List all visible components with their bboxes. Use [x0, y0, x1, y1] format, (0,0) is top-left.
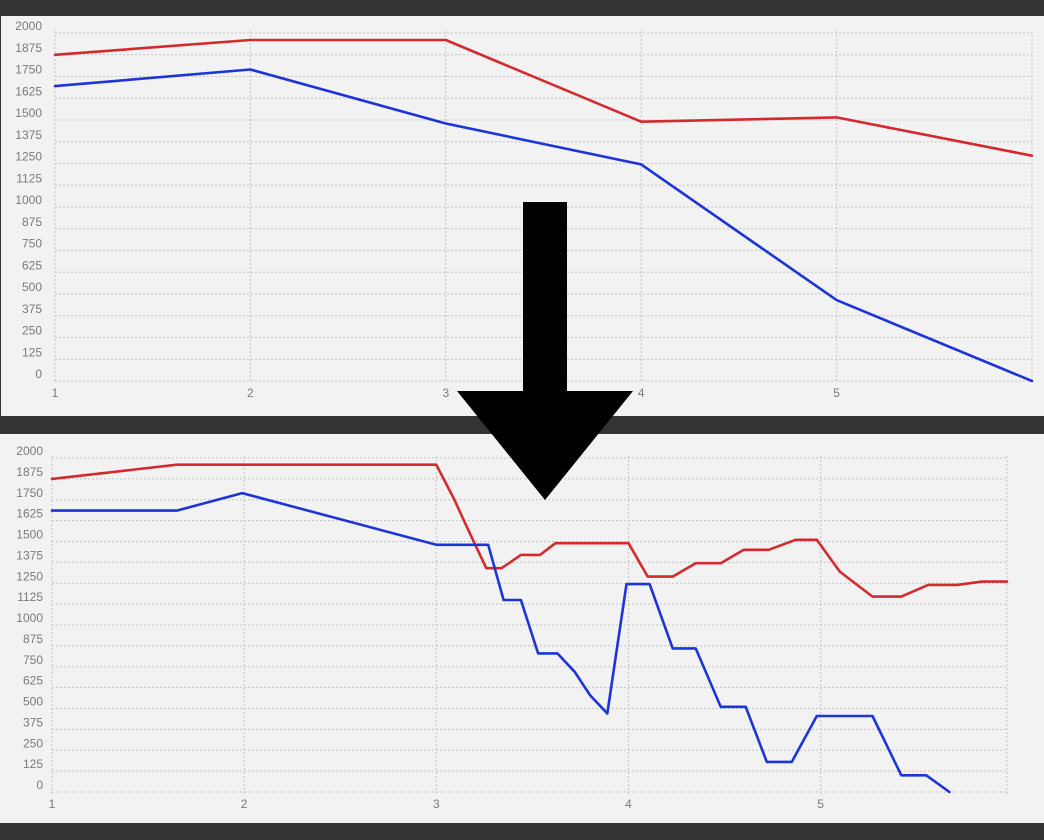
bottom-chart-y-tick-label: 1875: [16, 465, 43, 479]
top-chart-y-tick-label: 1000: [15, 193, 42, 207]
top-chart-y-tick-label: 875: [22, 215, 42, 229]
top-chart-y-tick-label: 1250: [15, 150, 42, 164]
chart-panel-bottom: 0 125 250 375 500 625 750 875 1000 1125 1250 1375 15…: [0, 434, 1044, 823]
top-chart-series-red-line: [53, 38, 1034, 157]
bottom-chart-y-tick-label: 1750: [16, 486, 43, 500]
top-chart-series-blue-line: [53, 68, 1034, 383]
top-chart-y-tick-label: 1375: [15, 128, 42, 142]
bottom-chart-x-tick-label: 5: [817, 797, 824, 811]
top-chart-y-tick-label: 375: [22, 302, 42, 316]
top-chart-y-tick-label: 1875: [15, 41, 42, 55]
top-chart-y-tick-label: 1750: [15, 63, 42, 77]
bottom-chart-x-tick-label: 3: [433, 797, 440, 811]
top-chart-y-tick-label: 0: [35, 367, 42, 381]
bottom-chart-y-tick-label: 2000: [16, 444, 43, 458]
bottom-chart-y-tick-label: 1375: [16, 548, 43, 562]
chart-panel-top: 0 125 250 375 500 625 750 875 1000 1125 1250 1375 15…: [1, 16, 1044, 416]
bottom-chart-series-blue-line: [50, 491, 951, 794]
top-chart-grid: [54, 31, 1033, 383]
top-chart-y-tick-label: 125: [22, 345, 42, 359]
top-chart-y-tick-label: 250: [22, 324, 42, 338]
top-chart-y-tick-label: 1625: [15, 84, 42, 98]
bottom-chart-x-tick-label: 4: [625, 797, 632, 811]
bottom-chart-y-tick-label: 1500: [16, 528, 43, 542]
top-chart-y-tick-label: 625: [22, 258, 42, 272]
bottom-chart-y-tick-label: 0: [36, 778, 43, 792]
top-chart-y-tick-label: 2000: [15, 19, 42, 33]
bottom-chart-y-tick-label: 875: [23, 632, 43, 646]
bottom-chart-y-tick-label: 375: [23, 715, 43, 729]
bottom-chart-y-tick-label: 500: [23, 695, 43, 709]
top-chart-x-tick-label: 4: [638, 386, 645, 400]
bottom-chart-y-tick-label: 750: [23, 653, 43, 667]
top-chart-y-tick-label: 750: [22, 237, 42, 251]
top-chart-y-tick-label: 500: [22, 280, 42, 294]
line-chart-top: 0125250375500625750875100011251250137515…: [15, 19, 1034, 400]
bottom-chart-y-tick-label: 1625: [16, 507, 43, 521]
line-chart-bottom: 0125250375500625750875100011251250137515…: [16, 444, 1009, 811]
bottom-chart-x-tick-label: 2: [241, 797, 248, 811]
bottom-chart-y-tick-label: 625: [23, 674, 43, 688]
bottom-chart-y-tick-label: 1000: [16, 611, 43, 625]
bottom-chart-x-tick-label: 1: [49, 797, 56, 811]
bottom-chart-y-tick-label: 1250: [16, 569, 43, 583]
top-chart-x-tick-label: 1: [52, 386, 59, 400]
top-chart-y-tick-label: 1125: [16, 171, 42, 185]
bottom-chart-y-tick-label: 250: [23, 736, 43, 750]
bottom-chart-series-red-line: [50, 463, 1009, 598]
bottom-chart-y-tick-label: 1125: [17, 590, 43, 604]
top-chart-x-tick-label: 2: [247, 386, 254, 400]
top-chart-x-tick-label: 3: [442, 386, 449, 400]
top-chart-x-tick-label: 5: [833, 386, 840, 400]
top-chart-y-tick-label: 1500: [15, 106, 42, 120]
bottom-chart-y-tick-label: 125: [23, 757, 43, 771]
